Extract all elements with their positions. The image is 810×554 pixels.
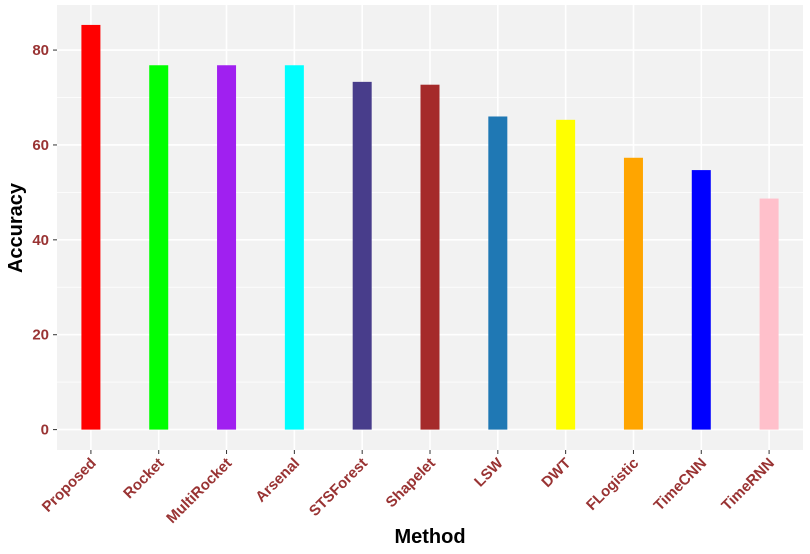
bar-flogistic [623, 157, 643, 430]
x-tick-label: Arsenal [252, 455, 303, 506]
x-tick-label: DWT [538, 455, 574, 491]
x-tick-label: TimeRNN [718, 455, 778, 515]
x-tick-label: LSW [471, 454, 507, 490]
x-tick-label: MultiRocket [163, 455, 235, 527]
y-tick-label: 60 [32, 137, 49, 154]
bar-shapelet [420, 84, 440, 430]
x-tick-label: Shapelet [383, 455, 439, 511]
bar-lsw [488, 116, 508, 430]
y-tick-label: 20 [32, 327, 49, 344]
x-axis-title: Method [394, 526, 465, 548]
bar-arsenal [284, 65, 304, 430]
bar-dwt [556, 119, 576, 430]
bars [81, 24, 779, 430]
bar-rocket [149, 65, 169, 430]
x-tick-label: STSForest [306, 455, 371, 520]
bar-proposed [81, 24, 101, 430]
y-axis-title: Accuracy [5, 182, 27, 273]
bar-multirocket [217, 65, 237, 430]
y-tick-label: 0 [41, 422, 49, 439]
x-tick-label: Rocket [120, 455, 167, 502]
bar-timecnn [691, 170, 711, 430]
y-tick-label: 40 [32, 232, 49, 249]
y-tick-labels: 0 20 40 60 80 [32, 42, 57, 439]
bar-timernn [759, 198, 779, 430]
y-tick-label: 80 [32, 42, 49, 59]
x-tick-label: FLogistic [583, 455, 642, 514]
x-tick-label: Proposed [39, 455, 100, 516]
bar-stsforest [352, 81, 372, 430]
x-tick-label: TimeCNN [651, 455, 711, 515]
